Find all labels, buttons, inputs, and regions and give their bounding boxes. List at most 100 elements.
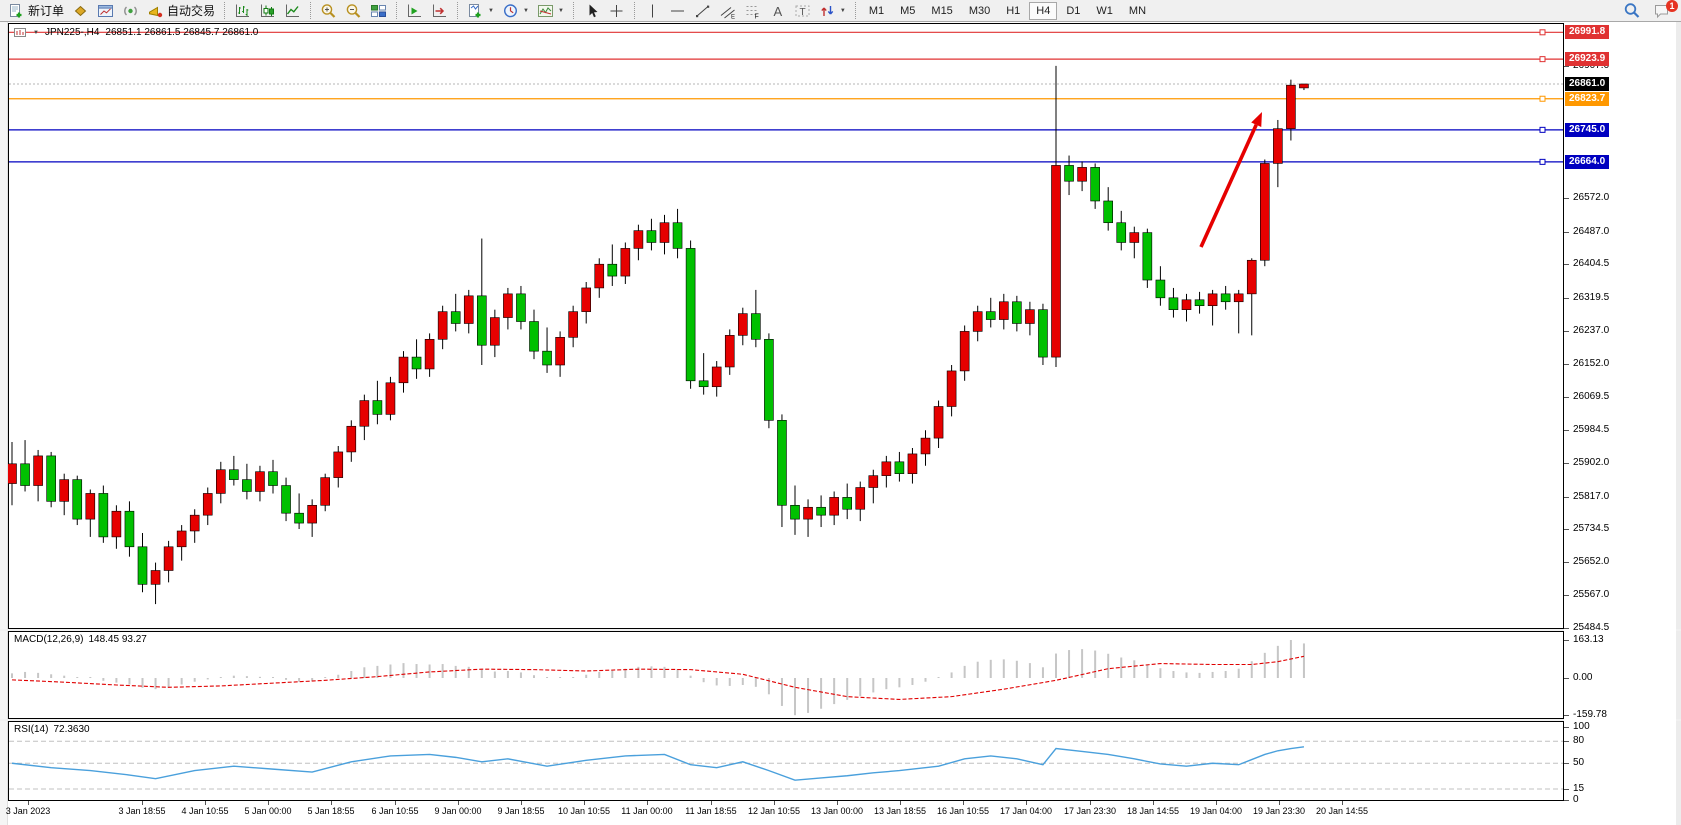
timeframe-d1[interactable]: D1 bbox=[1066, 4, 1081, 17]
tile-windows-button[interactable] bbox=[366, 1, 391, 21]
line-handle[interactable] bbox=[1539, 56, 1546, 63]
candle bbox=[568, 305, 578, 348]
time-tick bbox=[142, 801, 143, 805]
rsi-tick-dash bbox=[1564, 789, 1569, 790]
candle bbox=[881, 455, 892, 488]
time-axis[interactable]: 3 Jan 2023 3 Jan 18:55 4 Jan 10:55 5 Jan 00… bbox=[6, 801, 1564, 818]
candle bbox=[685, 240, 696, 389]
macd-tick-dash bbox=[1564, 678, 1569, 679]
price-tick-dash bbox=[1564, 298, 1569, 299]
arrows-icon bbox=[819, 3, 836, 19]
time-tick bbox=[837, 801, 838, 805]
navigator-button[interactable] bbox=[118, 1, 143, 21]
search-button[interactable] bbox=[1617, 2, 1647, 19]
equidistant-channel-button[interactable]: E bbox=[715, 1, 740, 21]
pane-splitter[interactable] bbox=[0, 719, 1681, 721]
trend-arrow[interactable] bbox=[1199, 112, 1262, 248]
dropdown-caret-icon[interactable]: ▼ bbox=[557, 7, 564, 14]
macd-tick-label: -159.78 bbox=[1573, 709, 1607, 721]
main-chart-pane[interactable]: ▼ JPN225-,H4 26851.1 26861.5 26845.7 268… bbox=[8, 23, 1564, 629]
timeframe-m1[interactable]: M1 bbox=[868, 4, 885, 17]
svg-text:T: T bbox=[799, 7, 805, 18]
bar-chart-button[interactable] bbox=[230, 1, 255, 21]
text-label-button[interactable]: T bbox=[790, 1, 815, 21]
cursor-button[interactable] bbox=[579, 1, 604, 21]
candle bbox=[816, 495, 826, 528]
price-axis[interactable]: 26907.026572.026487.026404.526319.526237… bbox=[1564, 23, 1676, 818]
time-tick-label: 6 Jan 10:55 bbox=[371, 806, 419, 816]
horizontal-line-button[interactable] bbox=[665, 1, 690, 21]
zoom-out-icon bbox=[345, 3, 362, 19]
candle bbox=[607, 244, 618, 286]
chart-shift-button[interactable] bbox=[427, 1, 452, 21]
candle bbox=[1051, 65, 1061, 367]
pane-splitter[interactable] bbox=[0, 629, 1681, 631]
macd-signal-line bbox=[11, 655, 1305, 700]
data-window-button[interactable] bbox=[93, 1, 118, 21]
line-handle[interactable] bbox=[1539, 158, 1546, 165]
arrows-button[interactable]: ▼ bbox=[815, 1, 850, 21]
chart-menu-caret-icon[interactable]: ▼ bbox=[33, 29, 39, 36]
main-chart-canvas[interactable] bbox=[8, 23, 1564, 629]
dropdown-caret-icon[interactable]: ▼ bbox=[839, 7, 846, 14]
indicators-button[interactable]: ▼ bbox=[463, 1, 498, 21]
timeframe-w1[interactable]: W1 bbox=[1096, 4, 1113, 17]
time-tick-label: 5 Jan 00:00 bbox=[244, 806, 292, 816]
price-tick-dash bbox=[1564, 463, 1569, 464]
candle bbox=[372, 380, 383, 425]
candle bbox=[737, 307, 748, 346]
line-chart-button[interactable] bbox=[280, 1, 305, 21]
trendline-button[interactable] bbox=[690, 1, 715, 21]
candle bbox=[998, 293, 1009, 330]
line-handle[interactable] bbox=[1539, 126, 1546, 133]
notifications-button[interactable]: 1 bbox=[1647, 0, 1678, 19]
timeframe-mn[interactable]: MN bbox=[1128, 4, 1147, 17]
candle bbox=[1090, 163, 1100, 209]
zoom-out-button[interactable] bbox=[341, 1, 366, 21]
timeframe-m30[interactable]: M30 bbox=[968, 4, 991, 17]
cube-icon bbox=[72, 3, 89, 19]
macd-pane[interactable]: MACD(12,26,9) 148.45 93.27 bbox=[8, 631, 1564, 719]
price-tick-dash bbox=[1564, 330, 1569, 332]
candle bbox=[85, 489, 96, 537]
vline-icon bbox=[644, 3, 661, 19]
templates-button[interactable]: ▼ bbox=[533, 1, 568, 21]
time-tick-label: 17 Jan 04:00 bbox=[999, 806, 1053, 816]
market-watch-button[interactable] bbox=[68, 1, 93, 21]
fibonacci-retracement-button[interactable]: F bbox=[740, 1, 765, 21]
timeframe-m5[interactable]: M5 bbox=[900, 4, 916, 17]
auto-scroll-button[interactable] bbox=[402, 1, 427, 21]
periods-button[interactable]: ▼ bbox=[498, 1, 533, 21]
candle-chart-button[interactable] bbox=[255, 1, 280, 21]
candle bbox=[1299, 83, 1309, 91]
chart-context-icon[interactable] bbox=[14, 28, 26, 37]
vertical-line-button[interactable] bbox=[640, 1, 665, 21]
dropdown-caret-icon[interactable]: ▼ bbox=[522, 7, 529, 14]
new-order-button[interactable]: 新订单 bbox=[4, 1, 68, 21]
auto-trading-button[interactable]: 自动交易 bbox=[143, 1, 219, 21]
time-tick-label: 3 Jan 18:55 bbox=[118, 806, 166, 816]
time-tick-label: 5 Jan 18:55 bbox=[307, 806, 355, 816]
timeframe-h4[interactable]: H4 bbox=[1029, 1, 1058, 20]
dropdown-caret-icon[interactable]: ▼ bbox=[488, 7, 494, 14]
time-tick-label: 19 Jan 04:00 bbox=[1189, 806, 1243, 816]
candle bbox=[1077, 161, 1087, 192]
price-tick-label: 26404.5 bbox=[1573, 258, 1610, 270]
timeframe-m15[interactable]: M15 bbox=[931, 4, 953, 17]
text-button[interactable]: A bbox=[765, 1, 790, 21]
timeframe-h1[interactable]: H1 bbox=[1006, 4, 1021, 17]
candle bbox=[1155, 266, 1166, 306]
candle bbox=[959, 325, 970, 381]
line-handle[interactable] bbox=[1539, 29, 1546, 36]
macd-canvas[interactable] bbox=[8, 631, 1564, 719]
symbol-period-label: JPN225-,H4 bbox=[44, 27, 100, 38]
crosshair-button[interactable] bbox=[604, 1, 629, 21]
svg-text:E: E bbox=[731, 14, 735, 19]
line-handle[interactable] bbox=[1539, 95, 1546, 102]
price-tick-label: 25902.0 bbox=[1573, 457, 1610, 468]
rsi-canvas[interactable] bbox=[8, 721, 1564, 801]
rsi-tick-label: 0 bbox=[1573, 794, 1579, 805]
rsi-pane[interactable]: RSI(14) 72.3630 bbox=[8, 721, 1564, 801]
candle bbox=[751, 289, 761, 348]
zoom-in-button[interactable] bbox=[316, 1, 341, 21]
